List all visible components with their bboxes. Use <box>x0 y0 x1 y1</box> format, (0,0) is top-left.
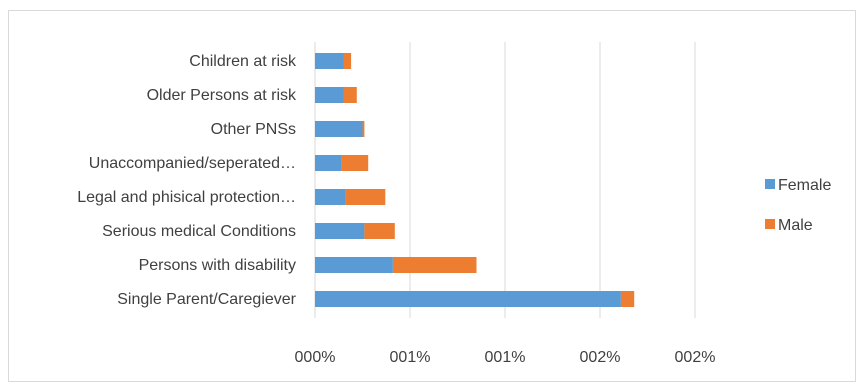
category-label: Children at risk <box>189 53 297 70</box>
bar-female <box>315 257 393 273</box>
gridlines <box>314 42 696 318</box>
bar-male <box>345 189 386 205</box>
category-label: Other PNSs <box>211 121 296 138</box>
bar-female <box>315 87 344 103</box>
bar-male <box>343 87 357 103</box>
bars <box>315 53 635 307</box>
category-label: Unaccompanied/seperated… <box>89 155 296 172</box>
bar-male <box>620 291 635 307</box>
bar-male <box>343 53 352 69</box>
x-tick-label: 002% <box>580 349 621 366</box>
bar-female <box>315 155 342 171</box>
category-label: Persons with disability <box>139 257 296 274</box>
x-tick-label: 000% <box>295 349 336 366</box>
bar-female <box>315 53 344 69</box>
chart-frame <box>8 10 856 382</box>
legend-swatch-female <box>765 179 775 189</box>
x-tick-label: 001% <box>485 349 526 366</box>
legend-swatch-male <box>765 219 775 229</box>
x-tick-labels: 000% 001% 001% 002% 002% <box>295 349 716 366</box>
bar-female <box>315 189 346 205</box>
bar-male <box>362 121 365 137</box>
bar-female <box>315 121 363 137</box>
legend-label-female: Female <box>778 177 831 194</box>
category-label: Older Persons at risk <box>147 87 297 104</box>
legend: Female Male <box>765 177 831 234</box>
category-label: Single Parent/Caregiever <box>117 291 296 308</box>
x-tick-label: 001% <box>390 349 431 366</box>
bar-male <box>341 155 369 171</box>
category-label: Serious medical Conditions <box>102 223 296 240</box>
legend-label-male: Male <box>778 217 813 234</box>
bar-female <box>315 291 621 307</box>
category-label: Legal and phisical protection… <box>77 189 296 206</box>
x-tick-label: 002% <box>675 349 716 366</box>
bar-female <box>315 223 365 239</box>
category-labels: Single Parent/Caregiever Persons with dis… <box>77 53 297 308</box>
bar-male <box>364 223 395 239</box>
bar-male <box>392 257 477 273</box>
